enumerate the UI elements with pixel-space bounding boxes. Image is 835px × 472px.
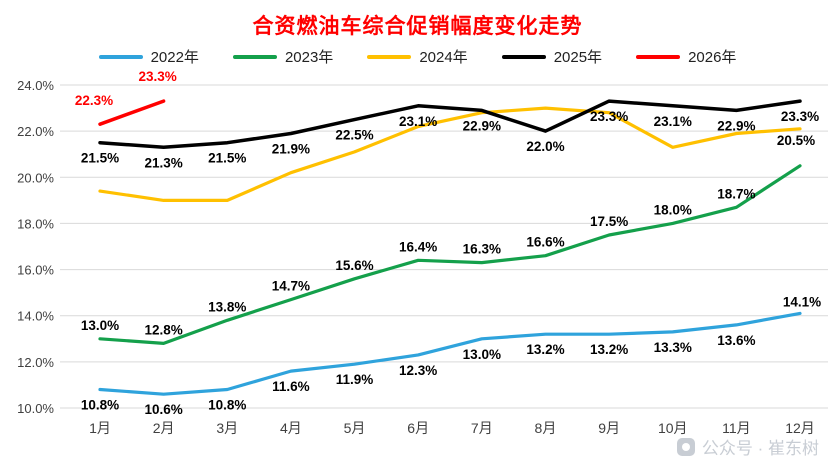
legend-swatch (98, 54, 143, 59)
data-label: 13.2% (590, 342, 628, 357)
legend-swatch (501, 54, 546, 59)
y-axis-tick-label: 14.0% (17, 309, 54, 324)
data-label: 22.0% (526, 139, 564, 154)
legend-item-2025年: 2025年 (501, 46, 603, 67)
data-label: 14.1% (783, 294, 821, 309)
data-label: 16.4% (399, 239, 437, 254)
data-label: 12.3% (399, 363, 437, 378)
data-label: 13.6% (717, 333, 755, 348)
y-axis-tick-label: 12.0% (17, 355, 54, 370)
data-label: 21.9% (272, 141, 310, 156)
data-label: 12.8% (144, 322, 182, 337)
series-line-2024年 (98, 106, 802, 202)
data-label: 13.2% (526, 342, 564, 357)
data-label: 16.3% (463, 242, 501, 257)
x-axis-tick-label: 1月 (89, 420, 111, 436)
x-axis-tick-label: 5月 (344, 420, 366, 436)
legend-item-2022年: 2022年 (98, 46, 199, 67)
legend-item-2024年: 2024年 (367, 46, 468, 67)
y-axis-tick-label: 10.0% (17, 401, 54, 416)
data-label: 22.9% (717, 118, 755, 133)
watermark-text: 公众号 · 崔东树 (701, 439, 819, 458)
series-line-2023年 (98, 164, 802, 345)
data-label: 11.6% (272, 379, 310, 394)
chart-title: 合资燃油车综合促销幅度变化走势 (252, 15, 583, 38)
x-axis-tick-label: 4月 (280, 420, 302, 436)
legend-swatch (636, 54, 681, 59)
series-line-2022年 (98, 311, 802, 396)
data-label: 23.3% (781, 109, 819, 124)
data-label: 23.1% (399, 114, 437, 129)
data-label: 10.8% (81, 398, 119, 413)
x-axis-tick-label: 2月 (153, 420, 175, 436)
y-axis-tick-label: 18.0% (17, 216, 54, 231)
data-label: 10.8% (208, 398, 246, 413)
x-axis-tick-label: 6月 (407, 420, 429, 436)
data-label: 13.3% (654, 340, 692, 355)
series-line-2025年 (98, 99, 802, 150)
legend-item-2026年: 2026年 (636, 46, 736, 67)
data-label: 22.3% (75, 93, 113, 108)
data-label: 17.5% (590, 214, 628, 229)
data-label: 23.1% (654, 114, 692, 129)
series-line-2026年 (98, 99, 166, 126)
x-axis-tick-label: 10月 (658, 420, 688, 436)
legend-label: 2022年 (150, 49, 199, 66)
data-label: 23.3% (138, 69, 176, 84)
legend-label: 2025年 (553, 49, 603, 66)
y-axis-tick-label: 22.0% (17, 124, 54, 139)
watermark: 公众号 · 崔东树 (676, 434, 819, 459)
data-label: 18.0% (654, 202, 692, 217)
x-axis-tick-label: 7月 (471, 420, 493, 436)
data-label: 11.9% (336, 372, 374, 387)
data-label: 22.5% (335, 128, 373, 143)
data-label: 21.5% (208, 151, 246, 166)
legend-label: 2023年 (284, 49, 334, 66)
x-axis-tick-label: 12月 (785, 420, 815, 436)
legend-swatch (232, 54, 277, 59)
x-axis-tick-label: 8月 (535, 420, 557, 436)
data-label: 18.7% (717, 186, 755, 201)
y-axis-tick-label: 20.0% (17, 170, 54, 185)
x-axis-tick-label: 11月 (722, 420, 751, 436)
y-axis-tick-label: 16.0% (17, 263, 54, 278)
legend-item-2023年: 2023年 (232, 46, 334, 67)
legend-swatch (367, 54, 412, 59)
legend-label: 2026年 (688, 49, 737, 66)
legend-label: 2024年 (419, 49, 468, 66)
legend: 2022年 2023年 2024年 2025年 2026年 (0, 46, 835, 67)
data-label: 13.0% (463, 347, 501, 362)
data-label: 20.5% (777, 133, 815, 148)
data-label: 13.8% (208, 299, 246, 314)
data-label: 15.6% (335, 258, 373, 273)
camera-icon (676, 437, 695, 456)
data-label: 23.3% (590, 109, 628, 124)
x-axis-tick-label: 9月 (598, 420, 620, 436)
data-label: 21.3% (144, 155, 182, 170)
data-label: 16.6% (526, 235, 564, 250)
data-label: 22.9% (463, 118, 501, 133)
x-axis-tick-label: 3月 (216, 420, 238, 436)
data-label: 13.0% (81, 318, 119, 333)
data-label: 21.5% (81, 151, 119, 166)
data-label: 10.6% (144, 402, 182, 417)
data-label: 14.7% (272, 279, 310, 294)
y-axis-tick-label: 24.0% (17, 78, 54, 93)
